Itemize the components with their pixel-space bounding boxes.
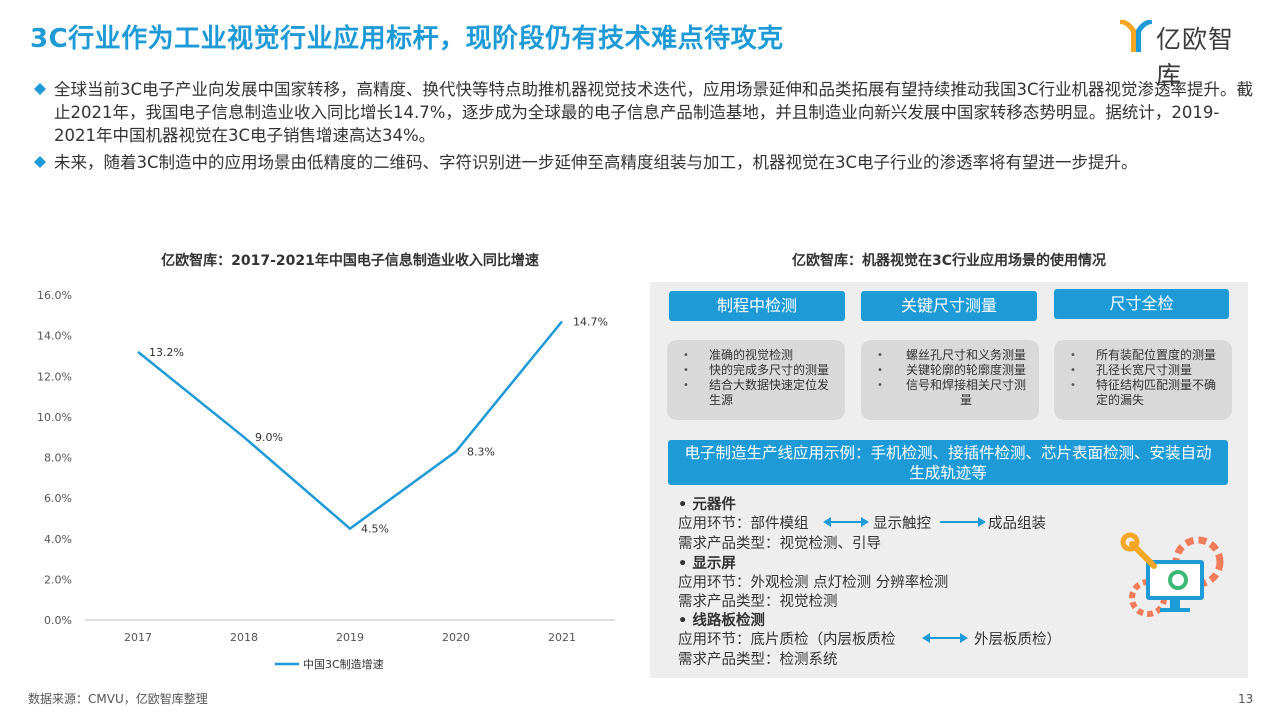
diamond-bullet-icon	[34, 83, 46, 95]
page-number: 13	[1238, 692, 1254, 706]
x-tick-label: 2017	[124, 631, 152, 644]
list-item: • 孔径长宽尺寸测量	[1070, 363, 1193, 377]
product-type: 需求产品类型：视觉检测	[678, 594, 838, 610]
brand-logo: 亿欧智库	[1118, 16, 1258, 90]
y-tick-label: 12.0%	[37, 370, 72, 383]
tag-full-dimension-check: 尺寸全检	[1054, 289, 1229, 319]
y-tick-label: 14.0%	[37, 330, 72, 343]
arrow-double-icon	[823, 517, 869, 527]
section-display: • 显示屏	[678, 556, 736, 572]
card-key-dimension: • 螺丝孔尺寸和义务测量 • 关键轮廓的轮廓度测量 • 信号和焊接相关尺寸测量	[861, 340, 1039, 420]
flow-step: 应用环节：部件模组	[678, 516, 809, 532]
y-tick-label: 10.0%	[37, 411, 72, 424]
arrow-double-icon	[922, 633, 968, 643]
data-label: 8.3%	[467, 445, 495, 458]
data-label: 14.7%	[573, 315, 608, 328]
flow-step: 外层板质检）	[974, 632, 1061, 648]
application-banner: 电子制造生产线应用示例：手机检测、接插件检测、芯片表面检测、安装自动生成轨迹等	[668, 440, 1228, 485]
list-item: • 结合大数据快速定位发生源	[683, 378, 830, 407]
data-label: 4.5%	[361, 523, 389, 536]
product-type: 需求产品类型：视觉检测、引导	[678, 536, 881, 552]
arrow-right-icon	[940, 517, 986, 527]
card-in-process: • 准确的视觉检测 • 快的完成多尺寸的测量 • 结合大数据快速定位发生源	[667, 340, 845, 420]
y-tick-label: 0.0%	[44, 614, 72, 627]
list-item: • 特征结构匹配测量不确定的漏失	[1070, 378, 1217, 407]
diamond-bullet-icon	[34, 156, 46, 168]
y-tick-label: 2.0%	[44, 573, 72, 586]
section-components: • 元器件	[678, 497, 736, 513]
y-tick-label: 4.0%	[44, 533, 72, 546]
list-item: • 快的完成多尺寸的测量	[683, 363, 830, 377]
flow-step: 显示触控	[873, 516, 931, 532]
list-item: • 信号和焊接相关尺寸测量	[877, 378, 1026, 407]
list-item: • 准确的视觉检测	[683, 348, 794, 362]
panel-title: 亿欧智库：机器视觉在3C行业应用场景的使用情况	[791, 253, 1106, 269]
card-full-check: • 所有装配位置度的测量 • 孔径长宽尺寸测量 • 特征结构匹配测量不确定的漏失	[1054, 340, 1232, 420]
intro-bullets: 全球当前3C电子产业向发展中国家转移，高精度、换代快等特点助推机器视觉技术迭代，…	[34, 78, 1259, 178]
x-tick-label: 2020	[442, 631, 470, 644]
list-item: • 所有装配位置度的测量	[1070, 348, 1217, 362]
data-label: 9.0%	[255, 431, 283, 444]
flow-step: 应用环节：底片质检（内层板质检	[678, 632, 896, 648]
product-type: 需求产品类型：检测系统	[678, 652, 838, 668]
tag-key-dimension-measure: 关键尺寸测量	[861, 291, 1037, 321]
flow-step: 应用环节：外观检测 点灯检测 分辨率检测	[678, 575, 949, 591]
legend-label: 中国3C制造增速	[303, 657, 384, 671]
logo-mark-icon	[1120, 19, 1152, 52]
section-pcb: • 线路板检测	[678, 613, 765, 629]
list-item: • 关键轮廓的轮廓度测量	[877, 363, 1026, 377]
y-tick-label: 16.0%	[37, 289, 72, 302]
x-tick-label: 2021	[548, 631, 576, 644]
monitor-gear-icon	[1120, 532, 1224, 617]
bullet-paragraph: 全球当前3C电子产业向发展中国家转移，高精度、换代快等特点助推机器视觉技术迭代，…	[34, 78, 1259, 147]
line-chart: 0.0% 2.0% 4.0% 6.0% 8.0% 10.0% 12.0% 14.0% 16.0%…	[37, 289, 615, 671]
y-tick-label: 6.0%	[44, 492, 72, 505]
page-title: 3C行业作为工业视觉行业应用标杆，现阶段仍有技术难点待攻克	[30, 24, 784, 54]
series-line	[137, 320, 563, 531]
logo-text: 亿欧智库	[1156, 25, 1235, 90]
data-source-note: 数据来源：CMVU，亿欧智库整理	[28, 692, 208, 706]
bullet-paragraph: 未来，随着3C制造中的应用场景由低精度的二维码、字符识别进一步延伸至高精度组装与…	[34, 151, 1259, 174]
data-label: 13.2%	[149, 346, 184, 359]
x-tick-label: 2019	[336, 631, 364, 644]
tag-in-process-inspection: 制程中检测	[669, 291, 845, 321]
list-item: • 螺丝孔尺寸和义务测量	[877, 348, 1026, 362]
x-tick-label: 2018	[230, 631, 258, 644]
chart-title: 亿欧智库：2017-2021年中国电子信息制造业收入同比增速	[161, 253, 539, 269]
y-tick-label: 8.0%	[44, 452, 72, 465]
flow-step: 成品组装	[988, 516, 1046, 532]
